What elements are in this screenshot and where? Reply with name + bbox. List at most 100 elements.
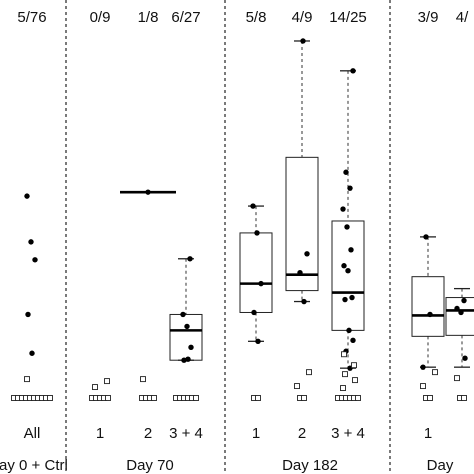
tick-label: 1 — [252, 425, 260, 442]
negative-point — [255, 395, 261, 401]
tick-label: 3 + 4 — [331, 425, 365, 442]
positive-point — [346, 327, 352, 334]
negative-point — [340, 385, 346, 392]
positive-point — [250, 203, 256, 209]
positive-point — [301, 298, 307, 305]
ratio-label: 1/8 — [138, 9, 159, 26]
tick-label: 2 — [144, 425, 152, 442]
positive-point — [454, 305, 460, 312]
positive-point — [341, 263, 347, 269]
ratio-label: 4/9 — [292, 9, 313, 26]
positive-point — [340, 206, 346, 212]
positive-point — [348, 247, 354, 253]
x-tick-labels: All 1 2 3 + 4 1 2 3 + 4 1 — [24, 425, 433, 442]
negative-point — [151, 395, 157, 401]
column — [11, 193, 53, 401]
positive-point — [350, 68, 356, 74]
positive-point — [345, 268, 351, 274]
positive-point — [297, 269, 303, 276]
positive-point — [461, 297, 467, 304]
tick-label: All — [24, 425, 41, 442]
tick-label: 3 + 4 — [169, 425, 203, 442]
negative-point — [92, 384, 98, 391]
negative-point — [461, 395, 467, 401]
ratio-label: 14/25 — [329, 9, 367, 26]
column — [239, 203, 273, 401]
positive-point — [300, 38, 306, 44]
box — [331, 220, 365, 331]
ratio-label: 4/ — [456, 9, 469, 26]
negative-point — [24, 376, 30, 383]
ratio-label: 5/76 — [17, 9, 46, 26]
tick-label: 1 — [96, 425, 104, 442]
positive-point — [344, 224, 350, 230]
box — [239, 232, 273, 313]
negative-point — [306, 369, 312, 376]
positive-point — [420, 364, 426, 370]
negative-point — [427, 395, 433, 401]
positive-point — [29, 350, 35, 356]
group-dividers — [65, 0, 391, 474]
positive-point — [349, 294, 355, 301]
positive-point — [28, 239, 34, 245]
negative-point — [104, 378, 110, 385]
positive-point — [347, 185, 353, 191]
negative-point — [301, 395, 307, 401]
tick-label: 1 — [424, 425, 432, 442]
positive-point — [462, 355, 468, 361]
ratio-label: 3/9 — [418, 9, 439, 26]
column — [411, 234, 445, 401]
negative-point — [193, 395, 199, 401]
negative-point — [454, 375, 460, 382]
negative-point — [47, 395, 53, 401]
positive-point — [180, 311, 186, 318]
column — [120, 189, 176, 401]
positive-point — [251, 309, 257, 316]
positive-point — [423, 234, 429, 240]
positive-point — [188, 344, 194, 350]
ratio-label: 6/27 — [171, 9, 200, 26]
column — [285, 38, 319, 401]
group-label: Day 182 — [282, 457, 338, 474]
negative-point — [351, 362, 357, 369]
negative-point — [105, 395, 111, 401]
positive-point — [255, 338, 261, 345]
group-label: Day 70 — [126, 457, 174, 474]
positive-point — [24, 193, 30, 199]
group-label: Day — [427, 457, 454, 474]
positive-point — [254, 230, 260, 236]
negative-point — [342, 371, 348, 378]
negative-point — [432, 369, 438, 376]
column — [331, 68, 365, 401]
positive-point — [258, 280, 264, 287]
negative-point — [420, 383, 426, 390]
positive-point — [342, 296, 348, 303]
positive-point — [458, 309, 464, 316]
tick-label: 2 — [298, 425, 306, 442]
positive-point — [343, 169, 349, 175]
negative-point — [294, 383, 300, 390]
box — [411, 276, 445, 337]
column — [169, 256, 203, 401]
group-label: Day 0 + Ctrl — [0, 457, 68, 474]
box — [445, 297, 474, 336]
positive-point — [350, 337, 356, 344]
positive-point — [427, 311, 433, 318]
x-group-labels: Day 0 + Ctrl Day 70 Day 182 Day — [0, 457, 454, 474]
positive-point — [187, 256, 193, 262]
box — [169, 313, 203, 361]
negative-point — [341, 351, 347, 358]
positive-point — [145, 189, 151, 195]
ratio-label: 0/9 — [90, 9, 111, 26]
positive-point — [304, 251, 310, 257]
ratio-labels: 5/76 0/9 1/8 6/27 5/8 4/9 14/25 3/9 4/ — [17, 9, 469, 26]
positive-point — [185, 356, 191, 362]
column — [89, 378, 111, 401]
positive-point — [32, 257, 38, 263]
negative-point — [352, 377, 358, 384]
column — [445, 287, 474, 401]
positive-point — [184, 323, 190, 330]
negative-point — [140, 376, 146, 383]
